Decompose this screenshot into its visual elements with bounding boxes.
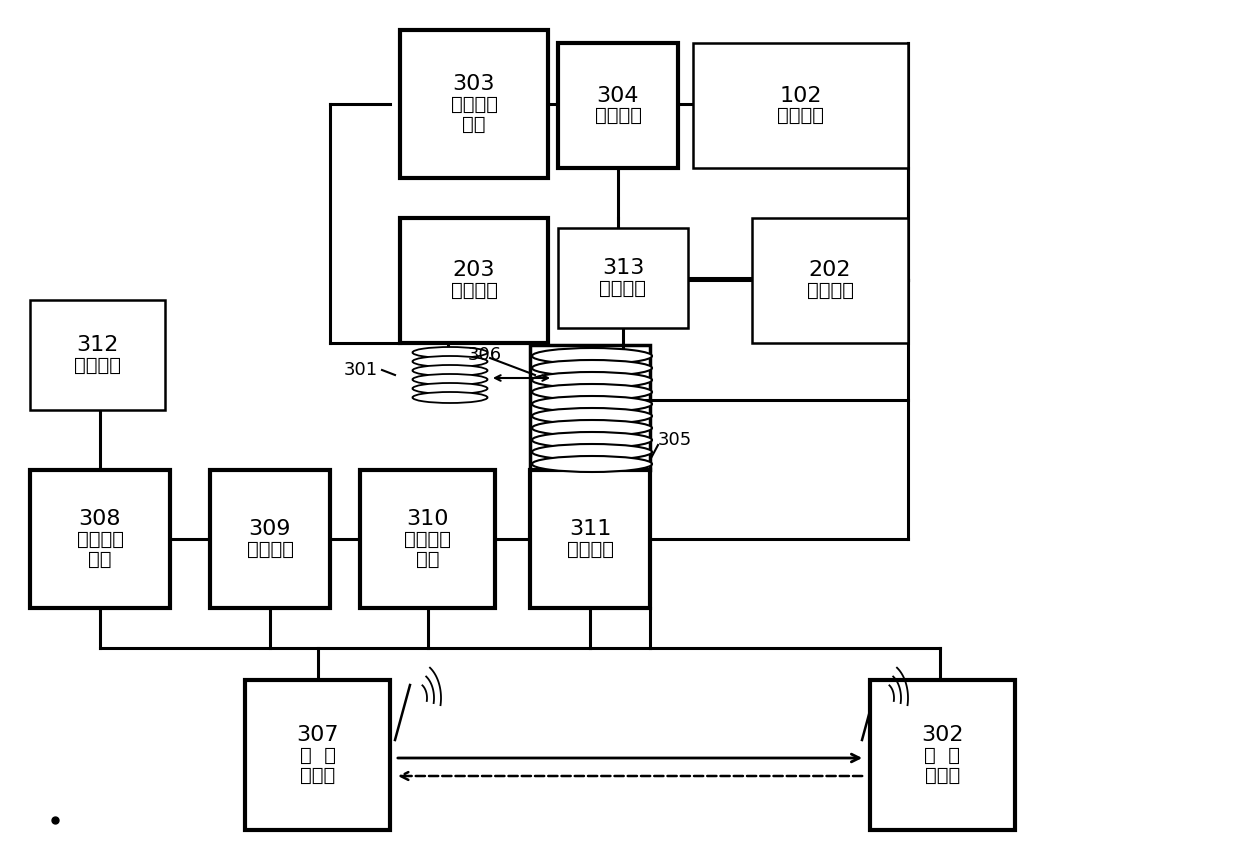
Text: 单元: 单元 — [415, 549, 439, 569]
Text: 声呐系统: 声呐系统 — [599, 279, 646, 298]
Bar — [529, 345, 650, 470]
Text: ’: ’ — [1011, 696, 1016, 714]
Bar — [558, 43, 678, 168]
Text: 304: 304 — [596, 86, 640, 106]
Text: 动力电池: 动力电池 — [777, 106, 825, 125]
Text: 电路: 电路 — [88, 549, 112, 569]
Bar — [30, 300, 165, 410]
Text: 308: 308 — [79, 509, 122, 529]
Text: 发射谐振: 发射谐振 — [404, 529, 451, 549]
Ellipse shape — [532, 432, 652, 448]
Text: 控制器: 控制器 — [925, 766, 960, 785]
Ellipse shape — [413, 356, 487, 367]
Text: 311: 311 — [569, 519, 611, 539]
Text: 202: 202 — [808, 260, 851, 280]
Text: 第  二: 第 二 — [300, 746, 336, 765]
Ellipse shape — [413, 347, 487, 358]
Ellipse shape — [532, 420, 652, 436]
Text: 负压单元: 负压单元 — [806, 281, 853, 300]
Text: 307: 307 — [296, 725, 339, 745]
Ellipse shape — [413, 374, 487, 385]
Ellipse shape — [532, 348, 652, 364]
Text: 控制器: 控制器 — [300, 766, 335, 785]
Text: 302: 302 — [921, 725, 963, 745]
Text: 单元: 单元 — [463, 115, 486, 134]
Bar — [529, 470, 650, 608]
Ellipse shape — [413, 365, 487, 376]
Text: 312: 312 — [77, 335, 119, 355]
Text: 第  一: 第 一 — [925, 746, 961, 765]
Ellipse shape — [532, 396, 652, 412]
Text: 313: 313 — [601, 258, 645, 278]
Bar — [360, 470, 495, 608]
Text: 203: 203 — [453, 260, 495, 280]
Ellipse shape — [413, 383, 487, 394]
Text: 309: 309 — [249, 519, 291, 539]
Text: 整流滤波: 整流滤波 — [77, 529, 124, 549]
Bar — [210, 470, 330, 608]
Ellipse shape — [532, 444, 652, 460]
Ellipse shape — [532, 408, 652, 424]
Bar — [30, 470, 170, 608]
Bar — [558, 228, 688, 328]
Text: 102: 102 — [779, 86, 822, 106]
Text: 306: 306 — [467, 346, 502, 364]
Bar — [693, 43, 908, 168]
Ellipse shape — [413, 392, 487, 403]
Text: 补偿网络: 补偿网络 — [567, 540, 614, 558]
Text: 310: 310 — [407, 509, 449, 529]
Text: 伸缩单元: 伸缩单元 — [450, 281, 497, 300]
Bar — [401, 218, 548, 343]
Text: 301: 301 — [343, 361, 378, 379]
Text: 供电电源: 供电电源 — [74, 356, 122, 374]
Bar — [401, 30, 548, 178]
Text: 303: 303 — [453, 74, 495, 94]
Text: 305: 305 — [658, 431, 692, 449]
Text: 逆变电路: 逆变电路 — [247, 540, 294, 558]
Bar — [246, 680, 391, 830]
Bar — [870, 680, 1016, 830]
Ellipse shape — [532, 372, 652, 388]
Text: 接收谐振: 接收谐振 — [450, 95, 497, 114]
Bar — [751, 218, 908, 343]
Ellipse shape — [532, 384, 652, 400]
Ellipse shape — [532, 456, 652, 472]
Ellipse shape — [532, 360, 652, 376]
Text: 整流单元: 整流单元 — [594, 106, 641, 125]
